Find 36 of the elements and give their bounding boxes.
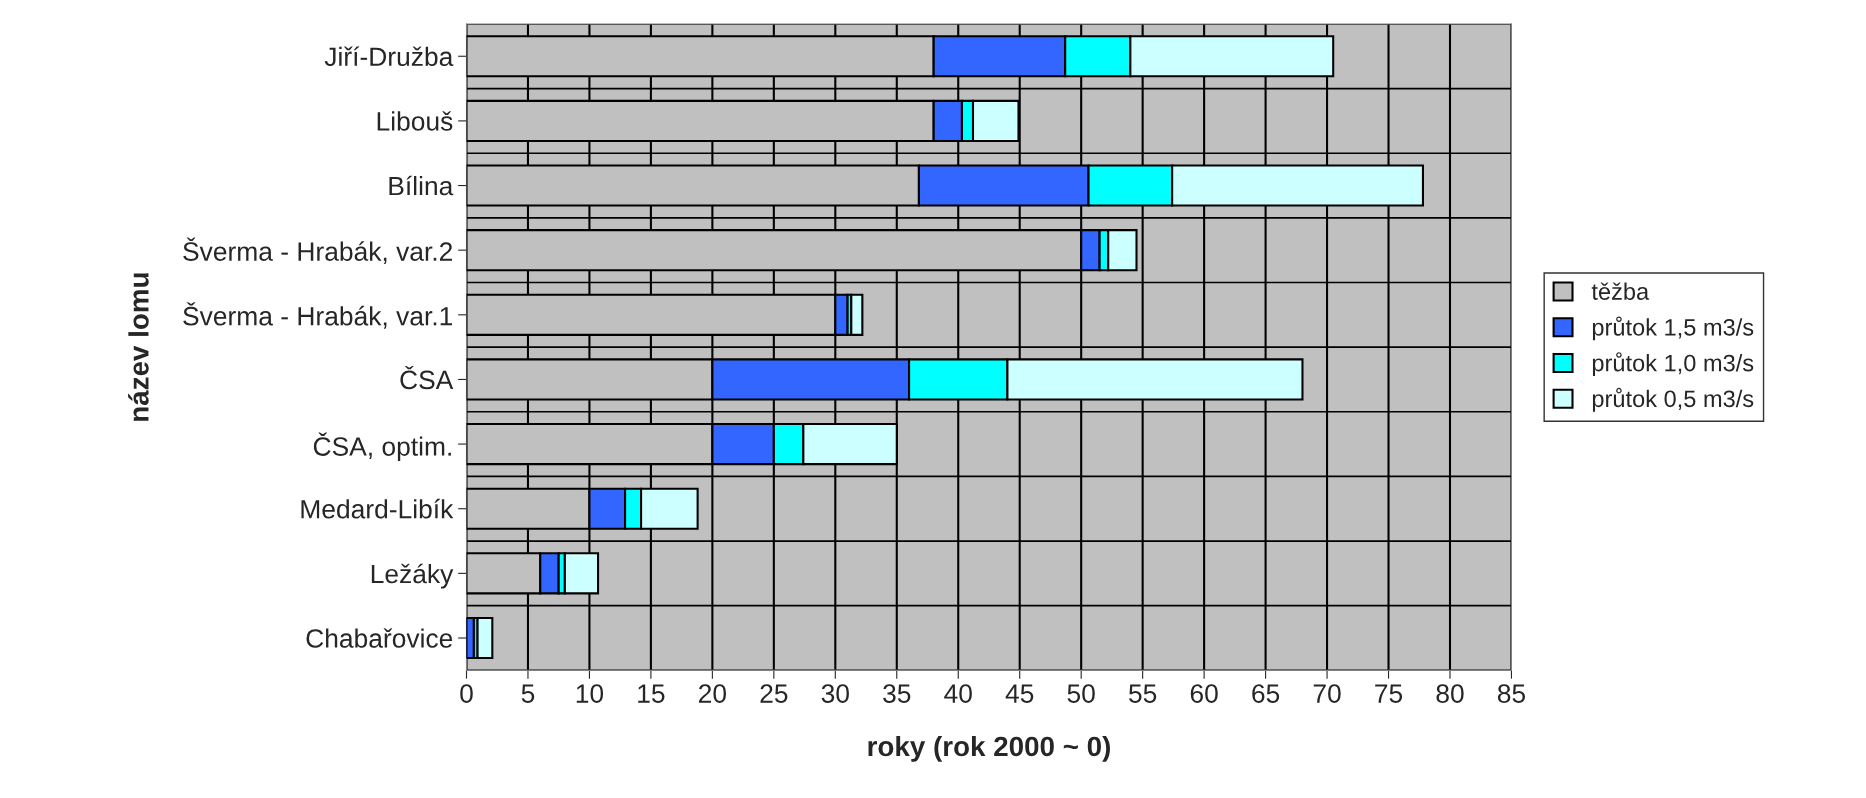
x-tick-label: 30 [821,684,849,703]
x-tick-label: 70 [1313,684,1341,703]
bar [850,293,864,336]
x-tick-label: 20 [699,684,727,703]
x-tick-label: 80 [1436,684,1464,703]
legend-label: těžba [1591,282,1650,300]
x-tick-label: 55 [1129,684,1157,703]
x-tick-label: 0 [460,684,473,703]
x-tick-label: 25 [760,684,788,703]
x-tick-label: 5 [521,684,535,703]
x-tick-label: 65 [1252,684,1280,703]
x-axis-title: roky (rok 2000 ~ 0) [868,735,1110,762]
x-tick-label: 75 [1375,684,1403,703]
legend-label: průtok 1,0 m3/s [1592,352,1754,377]
legend-label: průtok 0,5 m3/s [1592,387,1754,412]
y-tick-label: Šverma - Hrabák, var.1 [183,302,453,329]
y-tick-label: Chabařovice [306,628,453,648]
x-tick-label: 60 [1190,684,1218,703]
x-tick-label: 45 [1005,684,1034,703]
x-tick-label: 35 [883,684,911,703]
bar [476,616,494,660]
y-tick-label: ČSA [400,365,454,390]
legend-label: průtok 1,5 m3/s [1592,316,1754,341]
y-axis-title: název lomu [128,273,149,421]
y-tick-label: ČSA, optim. [313,432,451,462]
y-tick-label: Bílina [389,175,454,196]
x-tick-label: 85 [1497,684,1526,703]
y-tick-label: Šverma - Hrabák, var.2 [183,237,452,265]
y-tick-label: Medard-Libík [301,498,454,519]
y-tick-label: Libouš [377,111,453,131]
x-tick-label: 40 [944,684,972,703]
x-tick-label: 15 [638,684,665,703]
y-tick-label: Ležáky [371,563,454,589]
x-tick-label: 50 [1067,684,1095,703]
y-tick-label: Jiří-Družba [324,46,454,67]
x-tick-label: 10 [576,684,604,703]
